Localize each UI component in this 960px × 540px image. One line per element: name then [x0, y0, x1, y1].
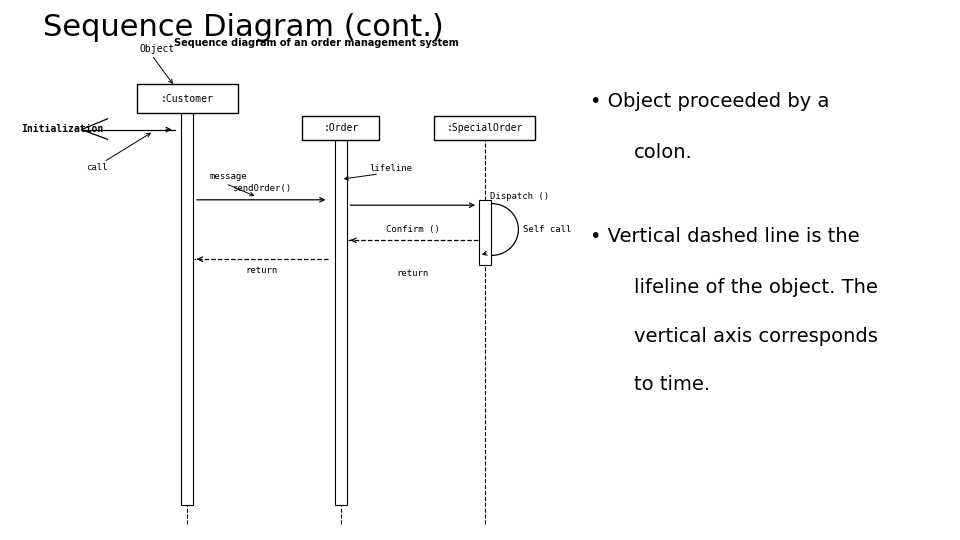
Bar [478, 200, 491, 265]
Text: vertical axis corresponds: vertical axis corresponds [634, 327, 877, 346]
Text: :SpecialOrder: :SpecialOrder [446, 123, 523, 133]
Text: Dispatch (): Dispatch () [490, 192, 549, 201]
Text: return: return [396, 269, 429, 278]
Text: Self call: Self call [523, 225, 571, 234]
Bar [180, 113, 194, 505]
Text: Object: Object [139, 44, 175, 54]
Bar [334, 140, 348, 505]
Bar [137, 84, 238, 113]
Text: • Vertical dashed line is the: • Vertical dashed line is the [590, 227, 860, 246]
Text: call: call [86, 163, 108, 172]
Text: colon.: colon. [634, 143, 692, 162]
Text: • Object proceeded by a: • Object proceeded by a [590, 92, 829, 111]
Text: :Customer: :Customer [160, 93, 214, 104]
Bar [302, 116, 379, 140]
Text: sendOrder(): sendOrder() [231, 184, 291, 193]
Text: to time.: to time. [634, 375, 709, 394]
Text: Sequence Diagram (cont.): Sequence Diagram (cont.) [43, 14, 444, 43]
Text: lifeline of the object. The: lifeline of the object. The [634, 278, 877, 297]
Text: :Order: :Order [324, 123, 358, 133]
Text: Sequence diagram of an order management system: Sequence diagram of an order management … [175, 38, 459, 48]
Text: Confirm (): Confirm () [386, 225, 440, 234]
Text: message: message [209, 172, 247, 181]
Text: return: return [245, 266, 277, 275]
Text: Initialization: Initialization [21, 124, 104, 133]
Text: lifeline: lifeline [370, 164, 413, 173]
Bar [434, 116, 536, 140]
